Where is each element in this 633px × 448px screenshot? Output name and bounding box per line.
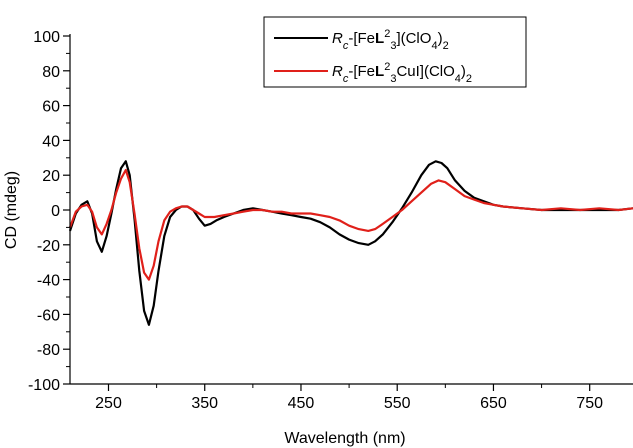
legend-fe: -[Fe: [348, 63, 375, 80]
legend-sub3: 3: [390, 73, 396, 85]
x-tick-label: 250: [95, 395, 122, 412]
y-tick-label: 60: [42, 99, 60, 116]
y-tick-label: -100: [28, 377, 60, 394]
axes: [69, 34, 633, 385]
x-axis-title: Wavelength (nm): [284, 430, 405, 447]
legend-sub3: 3: [390, 40, 396, 52]
legend-sub2: 2: [466, 73, 472, 85]
legend-paren: ): [438, 30, 443, 47]
x-tick-label: 450: [288, 395, 315, 412]
plot-area: [68, 160, 633, 326]
y-tick-label: -80: [37, 342, 60, 359]
y-tick-label: 40: [42, 133, 60, 150]
legend-sub2: 2: [443, 40, 449, 52]
legend-sup: 2: [384, 28, 390, 40]
legend-clo: ](ClO: [396, 30, 431, 47]
x-tick-label: 750: [576, 395, 603, 412]
y-tick-label: -20: [37, 238, 60, 255]
legend-sup: 2: [384, 61, 390, 73]
y-tick-label: -40: [37, 273, 60, 290]
legend-entry-red: Rc-[FeL23CuI](ClO4)2: [332, 61, 472, 85]
x-tick-label: 550: [384, 395, 411, 412]
legend-fe: -[Fe: [348, 30, 375, 47]
y-tick-label: 80: [42, 64, 60, 81]
y-axis-title: CD (mdeg): [3, 171, 20, 249]
legend-box: [263, 16, 527, 88]
legend-cui: CuI](ClO: [396, 63, 454, 80]
y-tick-label: 20: [42, 168, 60, 185]
y-tick-label: -60: [37, 307, 60, 324]
legend-r: R: [332, 30, 343, 47]
legend-entry-black: Rc-[FeL23](ClO4)2: [332, 28, 449, 52]
legend-c-sub: c: [343, 40, 349, 52]
y-tick-label: 100: [33, 29, 60, 46]
y-tick-label: 0: [51, 203, 60, 220]
legend-sub4: 4: [455, 73, 461, 85]
x-tick-label: 650: [480, 395, 507, 412]
legend: Rc-[FeL23](ClO4)2 Rc-[FeL23CuI](ClO4)2: [263, 16, 527, 88]
legend-paren: ): [461, 63, 466, 80]
legend-r: R: [332, 63, 343, 80]
series-line-0: [68, 160, 633, 326]
legend-sub4: 4: [431, 40, 437, 52]
x-tick-label: 350: [191, 395, 218, 412]
legend-l: L: [375, 30, 384, 47]
legend-l: L: [375, 63, 384, 80]
legend-c-sub: c: [343, 73, 349, 85]
series-line-1: [68, 168, 633, 281]
ticks: -100 -80 -60 -40 -20 0 20 40 60 80 100 250 350 450 550…: [28, 29, 603, 412]
